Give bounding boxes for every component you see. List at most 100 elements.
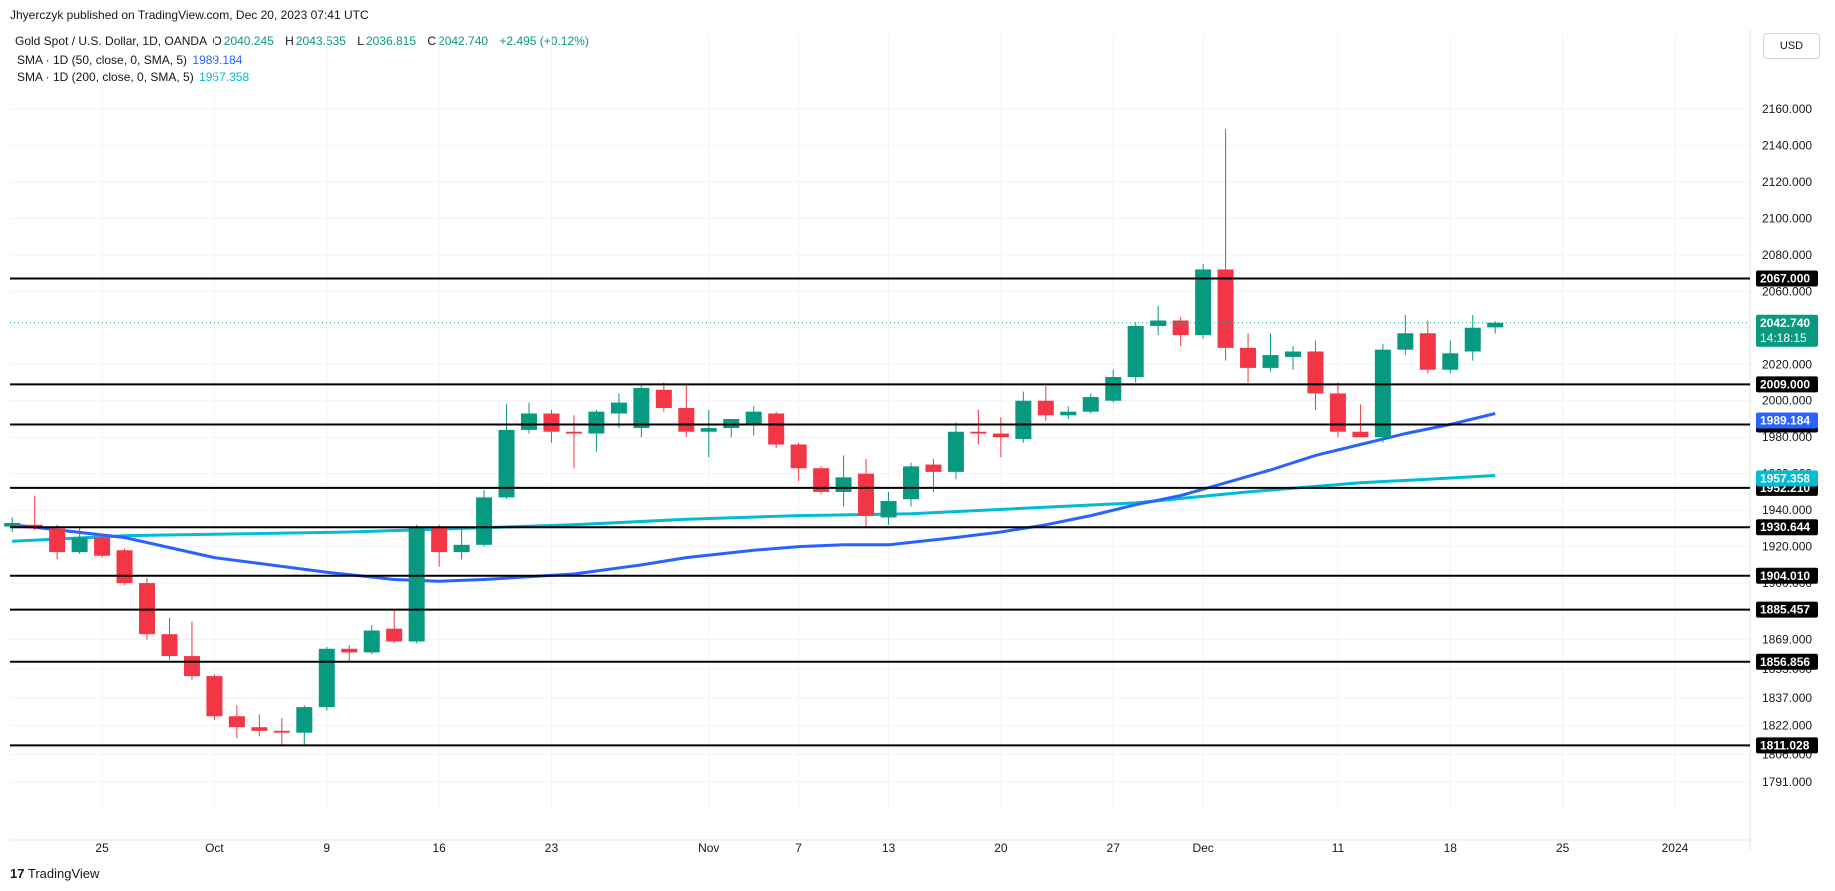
candle xyxy=(341,645,358,662)
y-tick-label: 2120.000 xyxy=(1762,175,1812,189)
level-tag-label: 1885.457 xyxy=(1760,603,1810,617)
candle xyxy=(1127,322,1144,383)
symbol-title[interactable]: Gold Spot / U.S. Dollar, 1D, OANDA xyxy=(15,34,208,48)
candle-body xyxy=(588,411,605,434)
level-tag: 2067.000 xyxy=(1756,270,1818,287)
candle xyxy=(183,621,200,680)
x-tick-label: 25 xyxy=(95,841,109,855)
candle-body xyxy=(206,676,223,717)
footer: 17 TradingView xyxy=(10,866,99,881)
candles xyxy=(4,128,1750,746)
x-tick-label: 13 xyxy=(882,841,896,855)
candle-body xyxy=(1307,351,1324,394)
candle-body xyxy=(228,716,245,728)
last-price-tag-label: 2042.740 xyxy=(1760,316,1810,330)
time-axis[interactable]: 25 Oct 9 16 23 Nov 7 13 20 27 Dec 11 18 25 2024 xyxy=(95,841,1688,855)
candle xyxy=(476,490,493,547)
tradingview-brand[interactable]: TradingView xyxy=(27,866,100,881)
candle xyxy=(610,393,627,429)
sma50-line xyxy=(12,412,1496,583)
candle-body xyxy=(4,522,21,527)
candle xyxy=(858,459,875,529)
price-tags: 2067.0002009.0001987.0001952.2101930.644… xyxy=(1756,270,1818,754)
level-tag-box xyxy=(1756,519,1818,536)
candle-body xyxy=(565,431,582,434)
candle-body xyxy=(453,544,470,553)
candle xyxy=(49,524,66,560)
candle xyxy=(925,459,942,492)
candle-body xyxy=(183,656,200,677)
candle xyxy=(1015,391,1032,443)
level-tag-label: 1930.644 xyxy=(1760,520,1810,534)
candle xyxy=(318,646,335,711)
candle xyxy=(521,402,538,434)
candle-body xyxy=(813,468,830,492)
level-tag-box xyxy=(1756,270,1818,287)
x-tick-label: 20 xyxy=(994,841,1008,855)
horizontal-levels[interactable] xyxy=(10,277,1750,747)
x-tick-label: 18 xyxy=(1444,841,1458,855)
candle xyxy=(4,517,21,533)
sma200-line xyxy=(12,474,1496,543)
y-tick-label: 2000.000 xyxy=(1762,394,1812,408)
sma50-tag-box xyxy=(1756,412,1818,429)
sma50-value: 1989.184 xyxy=(192,53,243,67)
y-tick-label: 2020.000 xyxy=(1762,357,1812,371)
candle-body xyxy=(161,634,178,657)
candle-body xyxy=(543,413,560,432)
candle-body xyxy=(1015,400,1032,440)
candle-body xyxy=(1082,397,1099,412)
candle-body xyxy=(835,477,852,492)
level-tag-box xyxy=(1756,737,1818,754)
price-axis[interactable]: 2160.000 2140.000 2120.000 2100.000 2080.000… xyxy=(1762,102,1812,789)
candle-body xyxy=(1442,353,1459,370)
currency-button[interactable]: USD xyxy=(1763,33,1820,59)
candle-body xyxy=(1464,327,1481,352)
candle-body xyxy=(1217,269,1234,348)
close-value: 2042.740 xyxy=(438,34,489,48)
candle-body xyxy=(1240,347,1257,368)
candle xyxy=(296,705,313,746)
candle xyxy=(768,411,785,449)
candle-body xyxy=(1419,333,1436,370)
legend-sma200-row[interactable]: SMA · 1D (200, close, 0, SMA, 5) 1957.35… xyxy=(17,69,599,86)
candle xyxy=(1240,333,1257,383)
y-tick-label: 2060.000 xyxy=(1762,284,1812,298)
candle-body xyxy=(970,431,987,434)
candle xyxy=(386,608,403,644)
x-tick-label: 11 xyxy=(1332,841,1345,855)
candle xyxy=(1442,340,1459,374)
candle-body xyxy=(431,526,448,553)
candle xyxy=(1464,315,1481,361)
level-tag-label: 1904.010 xyxy=(1760,569,1810,583)
countdown-label: 14:18:15 xyxy=(1760,331,1807,345)
candle-body xyxy=(790,444,807,469)
level-tag-label: 1811.028 xyxy=(1760,738,1810,752)
x-tick-label: 23 xyxy=(545,841,559,855)
sma50-tag: 1989.184 xyxy=(1756,412,1818,429)
candle-body xyxy=(1374,349,1391,438)
x-tick-label: 9 xyxy=(323,841,330,855)
level-tag: 1811.028 xyxy=(1756,737,1818,754)
candle xyxy=(273,718,290,746)
candle xyxy=(700,409,717,458)
candle xyxy=(1284,346,1301,370)
candle-body xyxy=(1397,333,1414,350)
candle-body xyxy=(273,730,290,733)
tradingview-logo-icon[interactable]: 17 xyxy=(10,866,25,881)
candle-body xyxy=(992,433,1009,438)
candle-body xyxy=(363,630,380,653)
high-label: H xyxy=(285,34,294,48)
candle xyxy=(1060,406,1077,419)
candle xyxy=(1217,128,1234,361)
candle-body xyxy=(1037,400,1054,416)
candle-body xyxy=(903,466,919,500)
candle xyxy=(790,442,807,481)
candle xyxy=(1037,386,1054,421)
candle xyxy=(835,455,852,507)
candle xyxy=(431,524,448,567)
legend-ohlc-row: Gold Spot / U.S. Dollar, 1D, OANDA O 2040… xyxy=(15,33,597,50)
candle-body xyxy=(1195,269,1212,336)
candle xyxy=(678,384,695,438)
